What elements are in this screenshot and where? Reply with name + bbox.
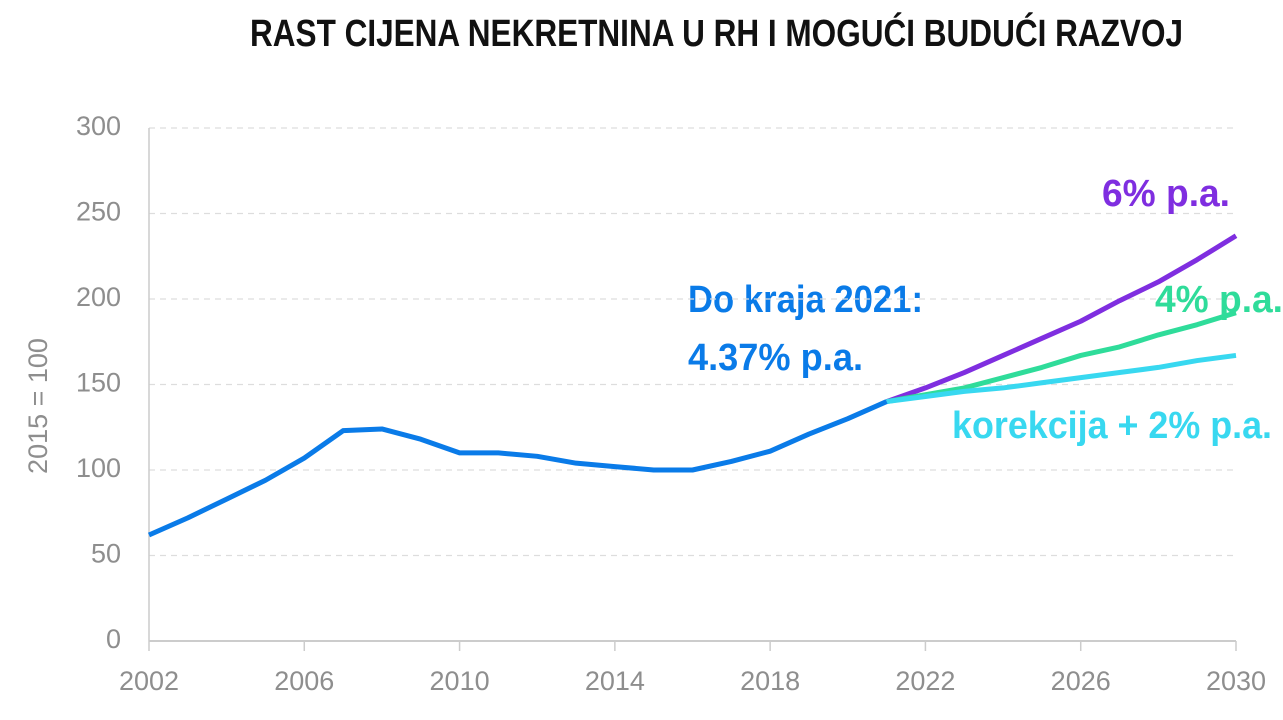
x-tick-label: 2006 xyxy=(274,666,334,696)
y-tick-label: 100 xyxy=(76,453,121,483)
y-tick-label: 0 xyxy=(106,624,121,654)
annotation: Do kraja 2021: xyxy=(688,279,923,321)
y-axis-label: 2015 = 100 xyxy=(23,338,53,474)
chart-title: RAST CIJENA NEKRETNINA U RH I MOGUĆI BUD… xyxy=(250,11,1183,55)
x-tick-label: 2026 xyxy=(1051,666,1111,696)
y-tick-label: 200 xyxy=(76,282,121,312)
y-tick-label: 300 xyxy=(76,111,121,141)
series-label: korekcija + 2% p.a. xyxy=(952,405,1272,447)
series-line xyxy=(885,233,1238,404)
x-tick-label: 2022 xyxy=(895,666,955,696)
x-tick-label: 2030 xyxy=(1206,666,1266,696)
series-line xyxy=(886,310,1237,405)
y-tick-label: 250 xyxy=(76,197,121,227)
x-tick-label: 2018 xyxy=(740,666,800,696)
series-line xyxy=(886,352,1237,405)
x-tick-label: 2014 xyxy=(585,666,645,696)
x-tick-label: 2010 xyxy=(430,666,490,696)
y-tick-label: 150 xyxy=(76,368,121,398)
x-tick-label: 2002 xyxy=(119,666,179,696)
annotation: 4.37% p.a. xyxy=(688,337,863,379)
series-line xyxy=(147,399,888,538)
y-tick-label: 50 xyxy=(91,539,121,569)
series-label: 6% p.a. xyxy=(1102,173,1230,215)
series-label: 4% p.a. xyxy=(1155,279,1283,321)
